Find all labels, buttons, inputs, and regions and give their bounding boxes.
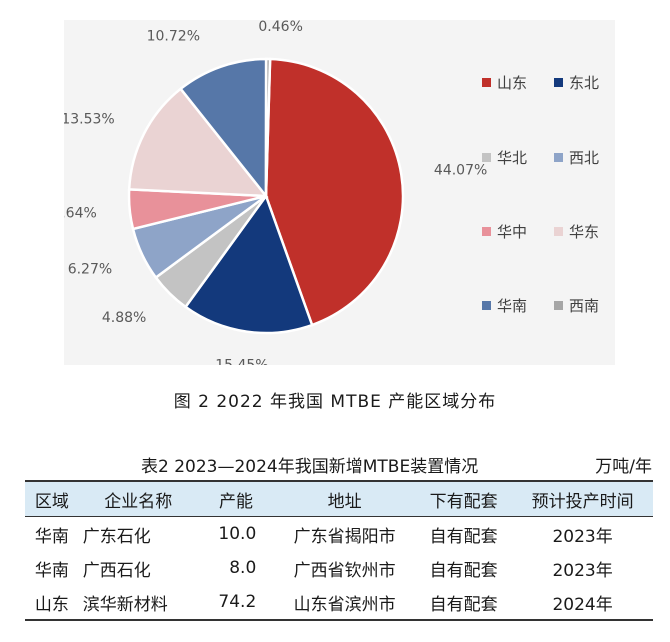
- cell-start-time: 2023年: [552, 560, 613, 581]
- header-region: 区域: [34, 491, 69, 512]
- cell-capacity: 10.0: [218, 524, 257, 544]
- legend-item: 华北: [482, 147, 527, 168]
- legend-item: 西南: [554, 295, 599, 316]
- pie-slice-label-3: 6.27%: [68, 261, 112, 277]
- pie-slice-label-5: 13.53%: [64, 111, 115, 127]
- pie-chart: 44.07% 15.45% 4.88% 6.27% 4.64% 13.53% 10.72% 0…: [64, 20, 487, 365]
- pie-slice-label-0: 44.07%: [434, 162, 487, 178]
- pie-slice-label-4: 4.64%: [64, 205, 97, 221]
- legend-label: 华南: [497, 297, 528, 315]
- legend-swatch: [482, 301, 491, 310]
- table-row: 华南 广东石化 10.0 广东省揭阳市 自有配套 2023年: [25, 517, 653, 552]
- legend-item: 华东: [554, 221, 599, 242]
- legend-swatch: [554, 227, 563, 236]
- legend-label: 华东: [569, 223, 600, 241]
- legend-item: 西北: [554, 147, 599, 168]
- table-title: 表2 2023—2024年我国新增MTBE装置情况: [141, 457, 479, 477]
- pie-slice-1: [183, 193, 314, 335]
- legend-label: 华中: [497, 223, 528, 241]
- legend-label: 华北: [497, 149, 528, 167]
- cell-company: 广东石化: [82, 526, 151, 547]
- legend-item: 华南: [482, 295, 527, 316]
- table-row: 华南 广西石化 8.0 广西省钦州市 自有配套 2023年: [25, 551, 653, 585]
- cell-address: 广西省钦州市: [293, 560, 396, 581]
- cell-company: 滨华新材料: [82, 594, 168, 615]
- figure-caption: 图 2 2022 年我国 MTBE 产能区域分布: [173, 392, 497, 412]
- pie-slice-label-7: 0.46%: [258, 20, 302, 35]
- legend-item: 华中: [482, 221, 527, 242]
- mtbe-new-units-table: 区域 企业名称 产能 地址 下有配套 预计投产时间 华南 广东石化 10.0 广…: [25, 480, 653, 621]
- legend-label: 西南: [569, 297, 600, 315]
- legend-swatch: [482, 227, 491, 236]
- header-capacity: 产能: [218, 491, 253, 512]
- pie-slice-5: [127, 87, 269, 198]
- pie-slice-6: [178, 57, 268, 200]
- legend-swatch: [554, 153, 563, 162]
- cell-downstream: 自有配套: [429, 594, 498, 615]
- cell-address: 广东省揭阳市: [293, 526, 396, 547]
- cell-start-time: 2024年: [552, 594, 613, 615]
- pie-slice-label-1: 15.45%: [215, 357, 268, 365]
- legend-item: 山东: [482, 72, 527, 93]
- cell-downstream: 自有配套: [429, 560, 498, 581]
- pie-slice-label-6: 10.72%: [147, 28, 200, 44]
- cell-capacity: 8.0: [229, 558, 257, 578]
- cell-address: 山东省滨州市: [293, 594, 396, 615]
- cell-region: 华南: [34, 526, 69, 547]
- cell-region: 山东: [34, 594, 69, 615]
- pie-chart-panel: 44.07% 15.45% 4.88% 6.27% 4.64% 13.53% 10.72% 0…: [64, 20, 615, 365]
- header-downstream: 下有配套: [429, 491, 498, 512]
- table-unit: 万吨/年: [595, 457, 652, 477]
- cell-region: 华南: [34, 560, 69, 581]
- legend-swatch: [554, 78, 563, 87]
- pie-slice-0: [264, 57, 405, 327]
- table-row: 山东 滨华新材料 74.2 山东省滨州市 自有配套 2024年: [25, 585, 653, 620]
- legend-item: 东北: [554, 72, 599, 93]
- cell-capacity: 74.2: [218, 592, 257, 612]
- cell-company: 广西石化: [82, 560, 151, 581]
- legend-swatch: [482, 78, 491, 87]
- legend-label: 山东: [497, 74, 528, 92]
- legend-swatch: [482, 153, 491, 162]
- header-start-time: 预计投产时间: [531, 491, 634, 512]
- legend-label: 东北: [569, 74, 600, 92]
- header-company: 企业名称: [104, 491, 173, 512]
- pie-slice-7: [264, 57, 272, 197]
- header-address: 地址: [327, 491, 362, 512]
- legend-swatch: [554, 301, 563, 310]
- cell-downstream: 自有配套: [429, 526, 498, 547]
- table-header-row: 区域 企业名称 产能 地址 下有配套 预计投产时间: [25, 481, 653, 517]
- pie-slice-label-2: 4.88%: [102, 310, 146, 326]
- cell-start-time: 2023年: [552, 526, 613, 547]
- legend-label: 西北: [569, 149, 600, 167]
